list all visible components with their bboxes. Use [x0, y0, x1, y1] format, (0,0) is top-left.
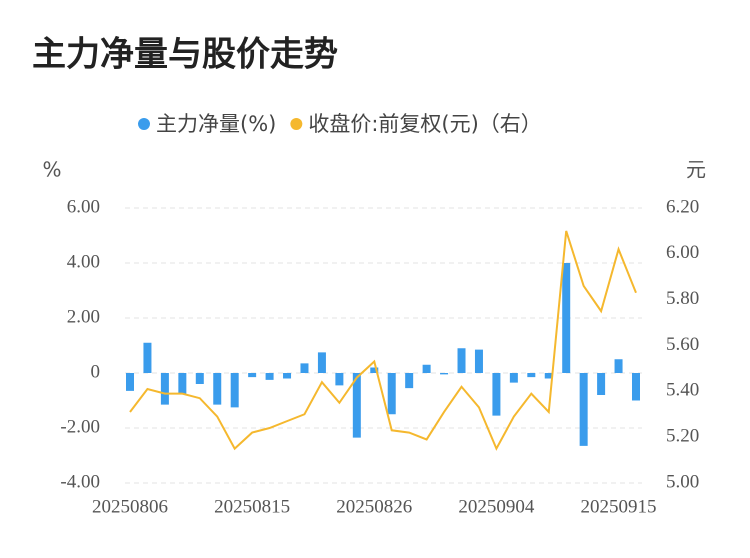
y2-tick-label: 6.00: [666, 242, 699, 263]
bar: [387, 373, 396, 415]
y2-tick-label: 5.80: [666, 288, 699, 309]
x-tick-label: 20250806: [92, 496, 168, 517]
bar: [248, 373, 257, 378]
y2-tick-label: 5.00: [666, 471, 699, 492]
y-tick-label: -4.00: [60, 471, 100, 492]
legend-label: 主力净量(%): [156, 112, 276, 136]
bar: [562, 263, 571, 373]
bar: [474, 349, 483, 373]
x-tick-label: 20250826: [336, 496, 412, 517]
bar: [283, 373, 292, 379]
bar: [597, 373, 606, 395]
bar: [213, 373, 222, 405]
legend-label: 收盘价:前复权(元)（右）: [308, 112, 541, 136]
bar: [230, 373, 239, 408]
bar: [195, 373, 204, 384]
bar: [544, 373, 553, 379]
bar: [143, 342, 152, 373]
y2-tick-label: 5.20: [666, 426, 699, 447]
legend-marker: [138, 118, 150, 130]
y-tick-label: -2.00: [60, 416, 100, 437]
x-tick-label: 20250904: [458, 496, 535, 517]
bar: [352, 373, 361, 438]
price-line: [129, 230, 637, 451]
bar: [614, 359, 623, 373]
bar: [300, 363, 309, 373]
bar: [178, 373, 187, 394]
bar: [160, 373, 169, 405]
bar: [317, 352, 326, 373]
bar: [405, 373, 414, 389]
bar: [422, 364, 431, 373]
bar: [632, 373, 640, 401]
x-tick-label: 20250915: [581, 496, 657, 517]
y2-tick-label: 6.20: [666, 196, 699, 217]
chart-title: 主力净量与股价走势: [32, 35, 338, 75]
bar: [126, 373, 134, 391]
bar: [527, 373, 536, 378]
bar: [509, 373, 518, 383]
bar: [335, 373, 344, 386]
bar: [440, 373, 449, 375]
bar: [579, 373, 588, 446]
bar: [457, 348, 466, 373]
bar: [492, 373, 501, 416]
bar: [265, 373, 274, 380]
y-tick-label: 0: [91, 361, 101, 382]
y2-tick-label: 5.60: [666, 334, 699, 355]
y-tick-label: 2.00: [67, 306, 100, 327]
y2-tick-label: 5.40: [666, 380, 699, 401]
y-axis-label: %: [42, 158, 61, 182]
y-tick-label: 6.00: [67, 196, 100, 217]
y2-axis-label: 元: [686, 158, 706, 182]
x-tick-label: 20250815: [214, 496, 290, 517]
legend-marker: [290, 118, 303, 130]
y-tick-label: 4.00: [67, 251, 100, 272]
bar: [370, 367, 379, 373]
